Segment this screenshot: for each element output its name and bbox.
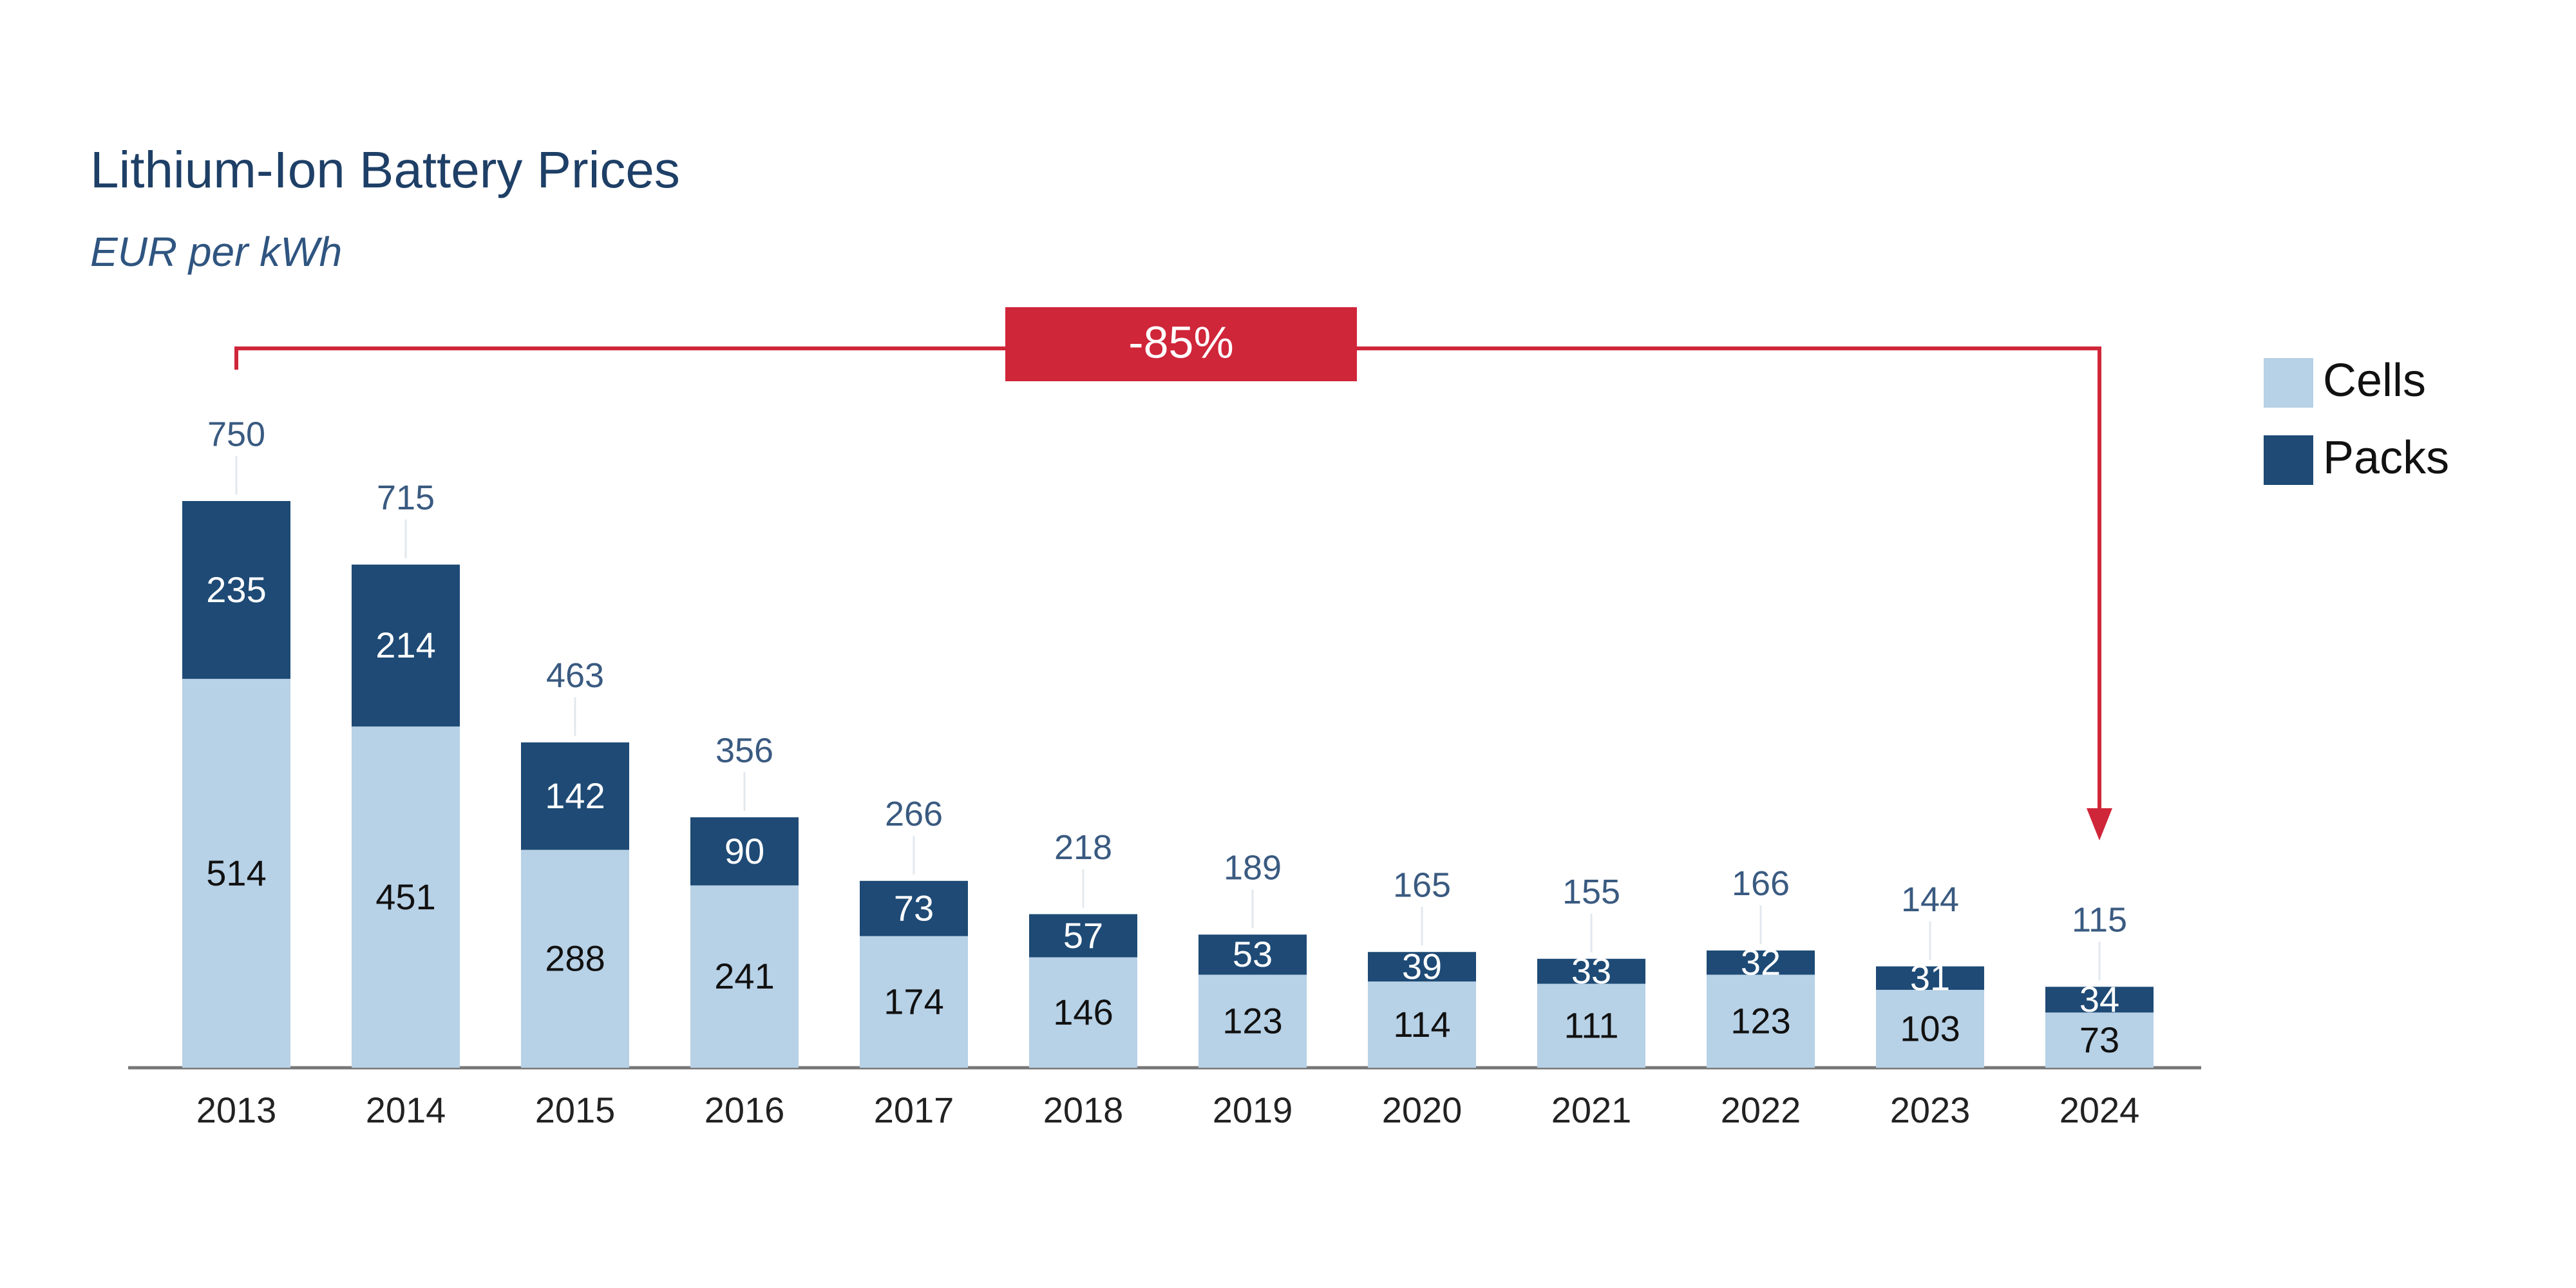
total-label: 356	[715, 731, 773, 770]
arrow-head	[2087, 808, 2112, 840]
total-label: 144	[1901, 880, 1959, 919]
segment-label: 31	[1910, 958, 1950, 998]
bar-segment	[860, 880, 968, 936]
total-label: 266	[885, 795, 943, 833]
bar-segment	[690, 885, 799, 1068]
bar-segment	[1876, 989, 1984, 1068]
bar-segment	[521, 849, 629, 1068]
legend-label: Packs	[2323, 432, 2449, 484]
x-tick-label: 2022	[1721, 1090, 1801, 1130]
arrow-line	[234, 346, 2101, 811]
x-tick-label: 2014	[366, 1090, 446, 1130]
segment-label: 241	[714, 956, 774, 996]
annotation-box	[1005, 307, 1357, 381]
total-label: 218	[1054, 828, 1112, 867]
segment-label: 146	[1053, 992, 1113, 1032]
segment-label: 34	[2079, 979, 2119, 1019]
x-tick-label: 2017	[874, 1090, 954, 1130]
segment-label: 142	[545, 775, 605, 816]
segment-label: 123	[1730, 1001, 1790, 1041]
bar-segment	[1876, 966, 1984, 990]
bar-segment	[1707, 974, 1815, 1068]
bar-segment	[1537, 983, 1645, 1068]
bar-segment	[182, 501, 290, 679]
legend-swatch	[2264, 358, 2313, 408]
segment-label: 235	[206, 569, 266, 610]
total-label: 155	[1562, 873, 1620, 911]
annotation-arrow	[234, 346, 2101, 811]
x-tick-label: 2019	[1213, 1090, 1293, 1130]
bar-segment	[860, 936, 968, 1068]
annotation-label: -85%	[1128, 317, 1233, 367]
bar-segment	[352, 726, 460, 1068]
x-tick-label: 2023	[1890, 1090, 1971, 1130]
segment-label: 53	[1233, 934, 1273, 974]
segment-label: 288	[545, 938, 605, 979]
x-tick-label: 2015	[535, 1090, 616, 1130]
segment-label: 39	[1402, 946, 1442, 987]
x-tick-label: 2013	[196, 1090, 277, 1130]
x-tick-label: 2018	[1043, 1090, 1124, 1130]
bar-segment	[1198, 934, 1307, 975]
total-label: 166	[1732, 864, 1790, 903]
bar-segment	[182, 679, 290, 1068]
chart-title: Lithium-Ion Battery Prices	[90, 141, 680, 198]
bar-segment	[2045, 1012, 2154, 1068]
segment-label: 90	[724, 831, 764, 871]
bar-segment	[1707, 950, 1815, 975]
segment-label: 123	[1222, 1001, 1282, 1041]
segment-label: 73	[894, 887, 934, 928]
segment-label: 57	[1063, 915, 1103, 956]
bar-segment	[521, 742, 629, 850]
bar-segment	[1368, 952, 1476, 982]
legend-label: Cells	[2323, 355, 2426, 406]
total-label: 189	[1224, 848, 1282, 887]
bar-segment	[2045, 987, 2154, 1013]
segment-label: 214	[375, 625, 435, 665]
segment-label: 32	[1741, 942, 1781, 982]
bar-segment	[1537, 958, 1645, 984]
segment-label: 73	[2079, 1019, 2119, 1060]
total-label: 115	[2072, 901, 2127, 940]
bar-segment	[1029, 914, 1137, 958]
legend-swatch	[2264, 435, 2313, 485]
segment-label: 111	[1564, 1005, 1618, 1046]
total-label: 715	[377, 478, 435, 517]
segment-label: 514	[206, 853, 266, 893]
total-label: 165	[1393, 866, 1451, 905]
x-tick-label: 2020	[1382, 1090, 1463, 1130]
segment-label: 114	[1393, 1004, 1450, 1045]
segment-label: 33	[1571, 951, 1611, 991]
segment-label: 103	[1900, 1008, 1960, 1048]
bar-segment	[1029, 957, 1137, 1068]
bar-segment	[1368, 981, 1476, 1068]
total-label: 463	[546, 656, 604, 695]
chart-subtitle: EUR per kWh	[90, 229, 342, 275]
bar-segment	[352, 564, 460, 727]
x-tick-label: 2016	[705, 1090, 785, 1130]
total-label: 750	[207, 415, 265, 453]
x-tick-label: 2021	[1551, 1090, 1632, 1130]
segment-label: 451	[375, 876, 435, 917]
bar-segment	[690, 817, 799, 886]
bar-segment	[1198, 974, 1307, 1068]
segment-label: 174	[884, 981, 943, 1022]
x-tick-label: 2024	[2060, 1090, 2140, 1130]
